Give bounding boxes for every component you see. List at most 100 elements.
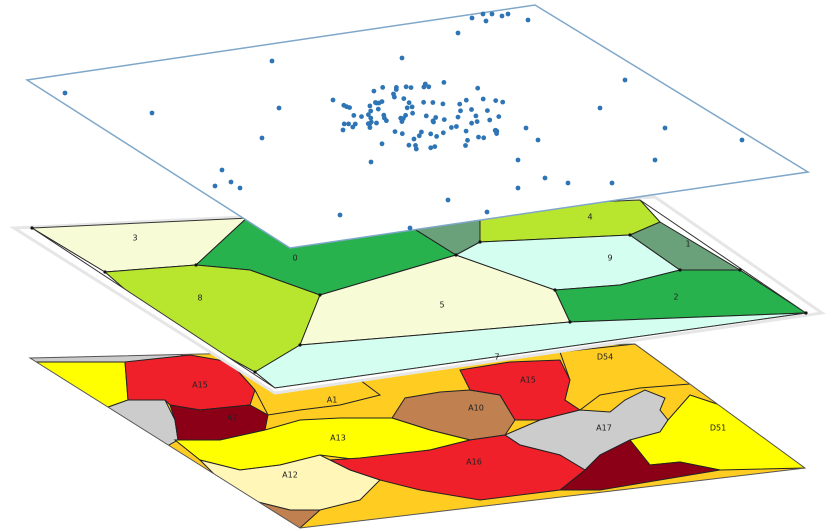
point xyxy=(445,197,451,203)
point xyxy=(597,105,603,111)
point xyxy=(428,131,434,137)
voronoi-label: 1 xyxy=(685,240,690,249)
point xyxy=(463,97,469,103)
point xyxy=(475,85,481,91)
point xyxy=(219,167,225,173)
point xyxy=(368,159,374,165)
point xyxy=(473,113,479,119)
point xyxy=(469,120,474,126)
point xyxy=(499,13,505,19)
point xyxy=(476,134,481,140)
point xyxy=(413,146,419,152)
point xyxy=(463,128,469,134)
point xyxy=(489,11,495,17)
point xyxy=(411,136,417,142)
point xyxy=(493,127,498,133)
point xyxy=(455,30,461,36)
point xyxy=(500,99,506,105)
point xyxy=(368,108,374,114)
point xyxy=(404,105,410,111)
point xyxy=(565,180,571,186)
point xyxy=(392,94,397,100)
point-layer xyxy=(24,4,811,249)
point xyxy=(441,80,447,85)
point xyxy=(401,96,407,101)
voronoi-label: 9 xyxy=(607,254,612,263)
point xyxy=(399,131,405,137)
region-label: A13 xyxy=(330,434,346,443)
point xyxy=(423,113,429,119)
region-yellow-left xyxy=(30,361,129,411)
point xyxy=(403,84,409,90)
point xyxy=(739,137,745,143)
point xyxy=(341,102,347,108)
point xyxy=(382,115,387,121)
region-label: A15 xyxy=(192,381,208,390)
point xyxy=(480,96,486,102)
point xyxy=(212,183,218,189)
point xyxy=(330,97,336,103)
point xyxy=(379,99,385,104)
point xyxy=(523,125,529,131)
point xyxy=(392,129,398,135)
point xyxy=(422,81,428,87)
point xyxy=(237,185,243,191)
point xyxy=(373,100,378,105)
point xyxy=(337,212,343,218)
point-plane xyxy=(24,4,811,249)
point xyxy=(340,127,346,133)
region-label: A17 xyxy=(596,424,612,433)
point xyxy=(454,124,459,129)
point xyxy=(374,120,379,126)
point xyxy=(542,175,548,181)
point xyxy=(352,121,358,127)
point xyxy=(496,114,502,119)
point xyxy=(368,119,374,125)
point xyxy=(458,108,463,114)
voronoi-label: 5 xyxy=(439,301,444,310)
point xyxy=(505,11,511,17)
point xyxy=(455,114,461,120)
region-label: D51 xyxy=(710,424,726,433)
point xyxy=(407,225,413,231)
point xyxy=(410,110,415,116)
region-labels: A1 A10 A15 D54 D51 A17 A13 A12 A16 A15 A… xyxy=(192,353,726,480)
point xyxy=(379,141,385,147)
point xyxy=(351,113,357,118)
point xyxy=(408,85,414,90)
point xyxy=(359,114,364,119)
point xyxy=(366,112,371,118)
voronoi-labels: 3 0 8 5 4 9 1 2 7 xyxy=(132,213,690,362)
point xyxy=(380,85,386,90)
point xyxy=(368,115,374,121)
point xyxy=(485,108,490,113)
point xyxy=(622,77,628,83)
region-gray-left xyxy=(98,399,179,451)
point xyxy=(483,18,489,24)
point xyxy=(430,118,436,124)
point xyxy=(409,104,415,110)
point xyxy=(662,125,668,131)
point xyxy=(515,185,521,191)
region-label: A7 xyxy=(227,414,238,423)
region-label: A15 xyxy=(520,376,536,385)
point xyxy=(367,103,373,109)
point xyxy=(276,105,282,111)
point-cloud xyxy=(62,11,745,231)
voronoi-label: 2 xyxy=(673,293,678,302)
point xyxy=(416,133,422,139)
point xyxy=(487,117,493,123)
point xyxy=(525,17,531,23)
point xyxy=(269,58,275,64)
point xyxy=(428,145,434,151)
point xyxy=(465,137,470,143)
region-label: A12 xyxy=(282,471,298,480)
point xyxy=(341,121,347,127)
point xyxy=(449,125,454,130)
voronoi-label: 3 xyxy=(132,234,137,243)
point xyxy=(469,107,474,112)
point xyxy=(375,106,381,112)
point xyxy=(432,144,438,150)
region-label: A16 xyxy=(466,458,482,467)
point xyxy=(62,90,68,96)
